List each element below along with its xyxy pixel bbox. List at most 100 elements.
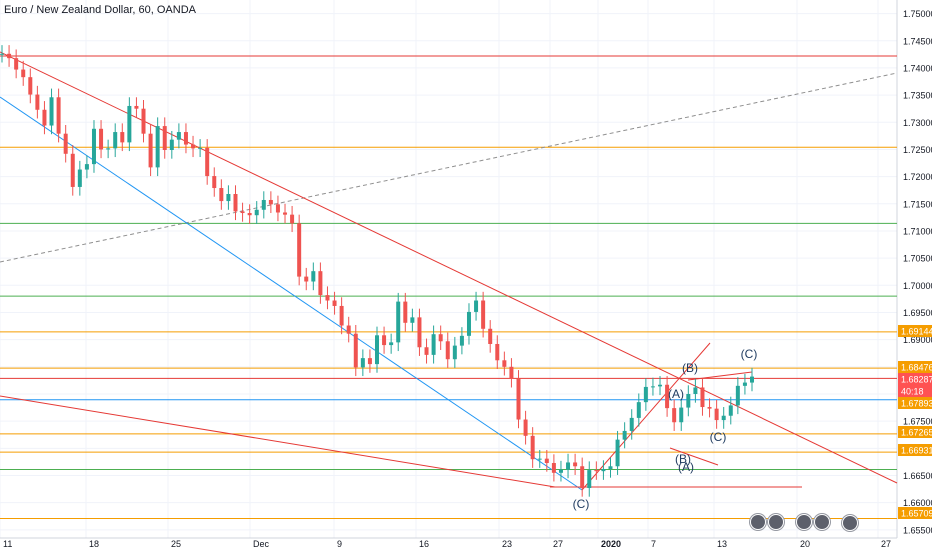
candle-body — [693, 387, 698, 394]
news-icon-group-2[interactable] — [796, 514, 830, 530]
candle-body — [431, 334, 436, 355]
candle-body — [162, 126, 167, 150]
price-label-badge — [898, 373, 932, 385]
price-label-badge — [898, 361, 932, 373]
price-label-text: 1.66931 — [901, 446, 932, 456]
candle-body — [70, 153, 75, 187]
candle-body — [113, 132, 118, 149]
candle-body — [240, 211, 245, 214]
candle-body — [91, 128, 96, 165]
x-tick-label: 7 — [651, 539, 656, 549]
candle-body — [339, 305, 344, 326]
candle-body — [530, 435, 535, 460]
news-icon[interactable] — [750, 514, 766, 530]
candle-body — [410, 317, 415, 323]
wave-label: (C) — [710, 430, 727, 444]
wave-label: (C) — [573, 497, 590, 511]
candle-body — [672, 408, 677, 423]
y-tick-label: 1.66500 — [903, 471, 932, 481]
candle-body — [247, 213, 252, 216]
candle-body — [233, 194, 238, 212]
price-label-text: 1.69144 — [901, 327, 932, 337]
candle-body — [49, 97, 54, 126]
candle-body — [474, 300, 479, 312]
x-tick-label: 25 — [171, 539, 181, 549]
candle-body — [488, 328, 493, 344]
candle-body — [622, 430, 627, 440]
candle-body — [106, 148, 111, 150]
candle-body — [120, 132, 125, 143]
candle-body — [283, 212, 288, 215]
price-label-badge — [898, 507, 932, 519]
candle-body — [735, 385, 740, 406]
news-icon[interactable] — [814, 514, 830, 530]
y-tick-label: 1.73500 — [903, 91, 932, 101]
price-label-badge — [898, 444, 932, 456]
price-label-text: 1.67265 — [901, 428, 932, 438]
footer-icons — [750, 514, 858, 531]
candle-body — [679, 407, 684, 423]
candle-body — [212, 176, 217, 189]
candle-body — [254, 209, 259, 216]
news-icon[interactable] — [768, 514, 784, 530]
candle-body — [56, 97, 61, 134]
candle-body — [169, 139, 174, 150]
candle-body — [311, 271, 316, 282]
candle-body — [332, 300, 337, 306]
candle-body — [587, 470, 592, 489]
candle-body — [728, 405, 733, 416]
candle-body — [268, 199, 273, 205]
y-tick-label: 1.66000 — [903, 498, 932, 508]
chart-title: Euro / New Zealand Dollar, 60, OANDA — [4, 4, 196, 16]
candle-body — [403, 301, 408, 323]
support-trendline — [0, 96, 583, 491]
lower-trendline — [0, 395, 556, 488]
y-tick-label: 1.69500 — [903, 308, 932, 318]
candle-body — [594, 470, 599, 472]
news-icon-group-1[interactable] — [750, 514, 784, 530]
candle-body — [573, 462, 578, 467]
resistance-trendline — [0, 51, 898, 484]
candle-body — [219, 188, 224, 202]
candle-body — [643, 386, 648, 403]
candle-body — [438, 334, 443, 342]
candle-body — [452, 345, 457, 360]
x-tick-label: 11 — [3, 539, 12, 549]
wave-label: (A) — [678, 460, 694, 474]
wave-label: (B) — [675, 452, 691, 466]
candle-body — [601, 468, 606, 472]
candle-body — [77, 169, 82, 187]
candle-body — [148, 133, 153, 168]
x-tick-label: 9 — [337, 539, 342, 549]
news-icon[interactable] — [842, 515, 858, 531]
candle-body — [134, 105, 139, 109]
candle-body — [580, 466, 585, 489]
price-label-text: 1.68476 — [901, 363, 932, 373]
candle-body — [382, 335, 387, 346]
candle-body — [375, 335, 379, 365]
y-tick-label: 1.72500 — [903, 145, 932, 155]
candle-body — [516, 378, 521, 420]
candle-body — [389, 342, 394, 346]
candle-body — [261, 199, 266, 210]
candle-body — [544, 458, 549, 464]
candle-body — [367, 358, 372, 365]
candle-body — [658, 384, 663, 387]
candle-body — [537, 458, 542, 460]
candle-body — [183, 132, 188, 145]
candle-body — [275, 204, 280, 213]
candle-body — [558, 469, 563, 473]
x-tick-label: 27 — [881, 539, 891, 549]
y-tick-label: 1.67500 — [903, 417, 932, 427]
price-label-badge — [898, 385, 932, 397]
y-tick-label: 1.74000 — [903, 63, 932, 73]
y-tick-label: 1.65500 — [903, 525, 932, 535]
price-label-text: 1.68287 — [901, 375, 932, 385]
price-label-badge — [898, 325, 932, 337]
news-icon[interactable] — [796, 514, 812, 530]
channel-top-line — [687, 371, 753, 381]
candle-body — [707, 407, 712, 409]
